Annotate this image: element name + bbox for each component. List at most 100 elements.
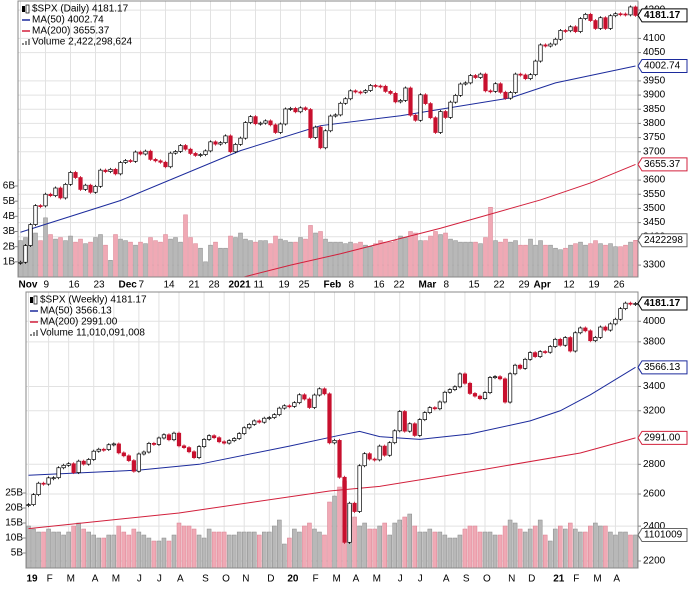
volume-bar (388, 241, 393, 277)
volume-bar (442, 534, 448, 568)
y2-tick-label: 25B (5, 488, 23, 499)
volume-bar (387, 534, 392, 568)
ma-line (241, 163, 636, 277)
x-tick-label: A (177, 574, 184, 585)
candle (237, 433, 242, 439)
volume-bar (298, 237, 303, 277)
volume-bar (332, 495, 337, 568)
candle (203, 150, 208, 155)
x-tick-label: Mar (419, 280, 437, 291)
candle (232, 438, 237, 442)
volume-bar (181, 525, 187, 568)
volume-bar (608, 243, 613, 277)
volume-bar (116, 525, 122, 568)
candle (633, 6, 638, 16)
y-tick-label: 2400 (643, 521, 666, 532)
volume-bar (598, 243, 603, 277)
volume-bar (628, 534, 633, 568)
candle (462, 373, 468, 384)
x-tick-label: O (222, 574, 230, 585)
candle (568, 337, 573, 352)
volume-bar (308, 225, 313, 277)
volume-bar (166, 540, 172, 568)
y-tick-label: 3600 (643, 175, 666, 186)
x-tick-label: F (573, 574, 579, 585)
volume-bar (522, 531, 528, 568)
volume-bar (538, 240, 543, 277)
volume-bar (323, 238, 328, 277)
volume-bar (438, 234, 443, 277)
volume-bar (462, 528, 468, 568)
x-tick-label: M (373, 574, 381, 585)
y2-tick-label: 1B (3, 256, 16, 267)
candle (603, 326, 608, 331)
volume-bar (178, 241, 183, 277)
x-tick-label: A (92, 574, 99, 585)
volume-bar (542, 534, 548, 568)
volume-bar (288, 241, 293, 277)
volume-bar (478, 243, 483, 277)
x-tick-label: A (613, 574, 620, 585)
candle (422, 412, 427, 420)
candle (76, 460, 81, 473)
candle (458, 83, 463, 96)
volume-bar (18, 240, 23, 277)
candle (38, 205, 43, 207)
volume-bar (598, 525, 603, 568)
volume-bar (482, 531, 488, 568)
candle (101, 448, 106, 451)
candle (138, 151, 143, 155)
volume-bar (133, 244, 138, 277)
candle (248, 116, 253, 123)
x-tick-label: D (267, 574, 274, 585)
candle (131, 460, 136, 472)
volume-bar (273, 235, 278, 277)
candle (278, 123, 283, 133)
candle (377, 445, 382, 461)
candle (357, 465, 362, 512)
volume-bar (613, 246, 618, 277)
x-tick-label: 8 (444, 280, 450, 291)
candle (507, 373, 513, 403)
volume-bar (547, 540, 553, 568)
volume-bar (593, 240, 598, 277)
candle (73, 172, 78, 178)
candle (467, 382, 473, 394)
volume-bar (468, 241, 473, 277)
candle (543, 44, 548, 47)
candle (91, 450, 96, 460)
value-marker-label: 4002.74 (644, 61, 681, 72)
candle (318, 126, 323, 149)
x-tick-label: J (137, 574, 142, 585)
volume-bar (603, 244, 608, 277)
volume-bar (337, 486, 342, 568)
volume-bar (56, 531, 61, 568)
volume-bar (48, 234, 53, 277)
volume-bar (568, 522, 573, 568)
value-marker-label: 3655.37 (644, 159, 681, 170)
x-tick-label: 7 (139, 280, 145, 291)
volume-bar (78, 238, 83, 277)
candle (412, 423, 417, 436)
y2-tick-label: 3B (3, 226, 16, 237)
x-tick-label: F (312, 574, 318, 585)
y-tick-label: 3800 (643, 336, 666, 347)
volume-bar (86, 531, 91, 568)
y2-tick-label: 6B (3, 181, 16, 192)
x-tick-label: M (333, 574, 341, 585)
candle (337, 440, 342, 478)
legend-icon (30, 297, 33, 303)
candle (227, 440, 232, 444)
plot-border (25, 291, 639, 569)
value-marker (637, 157, 688, 172)
candle (41, 482, 46, 485)
candle (287, 405, 292, 408)
volume-bar (113, 234, 118, 277)
volume-bar (603, 525, 608, 568)
candle (588, 13, 593, 21)
value-marker (637, 430, 688, 445)
volume-bar (263, 240, 268, 277)
candle (258, 122, 263, 125)
legend-swatch (22, 43, 24, 45)
candle (218, 142, 223, 145)
